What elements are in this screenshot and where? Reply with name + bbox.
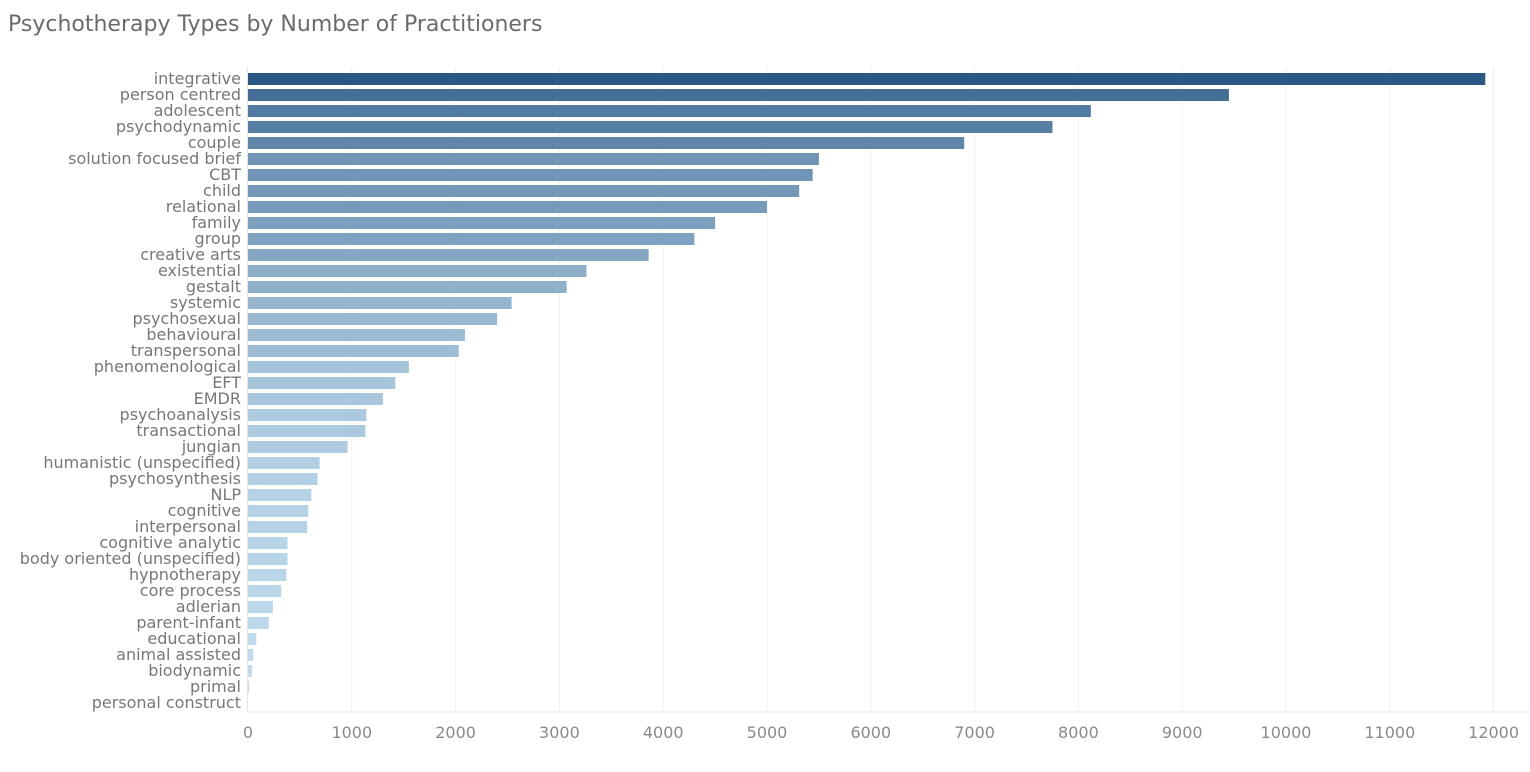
bar[interactable] <box>248 249 649 261</box>
bar[interactable] <box>248 505 309 517</box>
bar[interactable] <box>248 297 512 309</box>
category-label: hypnotherapy <box>129 565 241 584</box>
category-label: cognitive analytic <box>99 533 241 552</box>
bar[interactable] <box>248 489 312 501</box>
x-tick-label: 9000 <box>1162 723 1203 742</box>
category-label: cognitive <box>168 501 241 520</box>
x-tick-label: 10000 <box>1261 723 1312 742</box>
category-label: primal <box>190 677 241 696</box>
bar[interactable] <box>248 169 813 181</box>
category-label: educational <box>147 629 241 648</box>
bar[interactable] <box>248 201 767 213</box>
x-tick-label: 0 <box>243 723 253 742</box>
category-label: group <box>195 229 241 248</box>
x-tick-label: 4000 <box>643 723 684 742</box>
x-tick-label: 12000 <box>1468 723 1519 742</box>
bar[interactable] <box>248 313 498 325</box>
bar[interactable] <box>248 425 366 437</box>
category-label: adlerian <box>176 597 241 616</box>
bar[interactable] <box>248 105 1091 117</box>
bar[interactable] <box>248 153 819 165</box>
category-label: integrative <box>154 69 241 88</box>
bar[interactable] <box>248 329 465 341</box>
category-label: jungian <box>181 437 241 456</box>
x-tick-label: 8000 <box>1058 723 1099 742</box>
category-label: personal construct <box>92 693 241 712</box>
category-label: core process <box>140 581 241 600</box>
category-label: humanistic (unspecified) <box>43 453 241 472</box>
category-label: NLP <box>210 485 241 504</box>
category-label: psychoanalysis <box>120 405 241 424</box>
category-label: relational <box>166 197 241 216</box>
x-tick-label: 5000 <box>747 723 788 742</box>
category-label: body oriented (unspecified) <box>20 549 241 568</box>
bar[interactable] <box>248 393 383 405</box>
bar[interactable] <box>248 185 800 197</box>
category-label: parent-infant <box>136 613 241 632</box>
x-tick-labels: 0 1000 2000 3000 4000 5000 6000 7000 8000 9000 100… <box>243 723 1519 742</box>
bar[interactable] <box>248 73 1486 85</box>
category-label: child <box>203 181 241 200</box>
bar[interactable] <box>248 633 257 645</box>
bars <box>248 73 1486 693</box>
x-tick-label: 6000 <box>850 723 891 742</box>
category-label: biodynamic <box>148 661 241 680</box>
category-label: phenomenological <box>94 357 241 376</box>
bar[interactable] <box>248 681 250 693</box>
x-tick-label: 2000 <box>435 723 476 742</box>
category-label: family <box>192 213 241 232</box>
category-label: creative arts <box>140 245 241 264</box>
bar[interactable] <box>248 665 253 677</box>
bar[interactable] <box>248 89 1229 101</box>
category-label: gestalt <box>186 277 241 296</box>
x-tick-label: 7000 <box>954 723 995 742</box>
bar[interactable] <box>248 617 269 629</box>
bar[interactable] <box>248 137 965 149</box>
category-label: behavioural <box>146 325 241 344</box>
bar[interactable] <box>248 409 367 421</box>
chart-title: Psychotherapy Types by Number of Practit… <box>8 12 543 37</box>
category-label: EFT <box>212 373 241 392</box>
bar[interactable] <box>248 345 459 357</box>
category-label: solution focused brief <box>68 149 241 168</box>
category-label: psychodynamic <box>116 117 241 136</box>
bar[interactable] <box>248 521 308 533</box>
bar[interactable] <box>248 265 587 277</box>
category-label: systemic <box>170 293 241 312</box>
bar[interactable] <box>248 121 1053 133</box>
x-tick-label: 1000 <box>331 723 372 742</box>
bar[interactable] <box>248 361 409 373</box>
x-tick-label: 11000 <box>1364 723 1415 742</box>
category-label: animal assisted <box>116 645 241 664</box>
category-label: existential <box>158 261 241 280</box>
category-label: EMDR <box>194 389 241 408</box>
category-label: transpersonal <box>131 341 241 360</box>
bar[interactable] <box>248 569 287 581</box>
bar[interactable] <box>248 537 288 549</box>
bar[interactable] <box>248 233 695 245</box>
category-label: adolescent <box>154 101 241 120</box>
bar[interactable] <box>248 441 348 453</box>
category-label: transactional <box>136 421 241 440</box>
bar[interactable] <box>248 553 288 565</box>
bar[interactable] <box>248 217 716 229</box>
category-label: interpersonal <box>135 517 241 536</box>
bar[interactable] <box>248 585 282 597</box>
bar[interactable] <box>248 377 396 389</box>
category-label: psychosynthesis <box>109 469 241 488</box>
category-label: couple <box>188 133 241 152</box>
x-tick-label: 3000 <box>539 723 580 742</box>
category-label: psychosexual <box>133 309 241 328</box>
bar[interactable] <box>248 457 320 469</box>
bar[interactable] <box>248 473 318 485</box>
bar[interactable] <box>248 649 254 661</box>
category-label: CBT <box>209 165 241 184</box>
category-label: person centred <box>120 85 241 104</box>
bar[interactable] <box>248 281 567 293</box>
bar[interactable] <box>248 601 273 613</box>
